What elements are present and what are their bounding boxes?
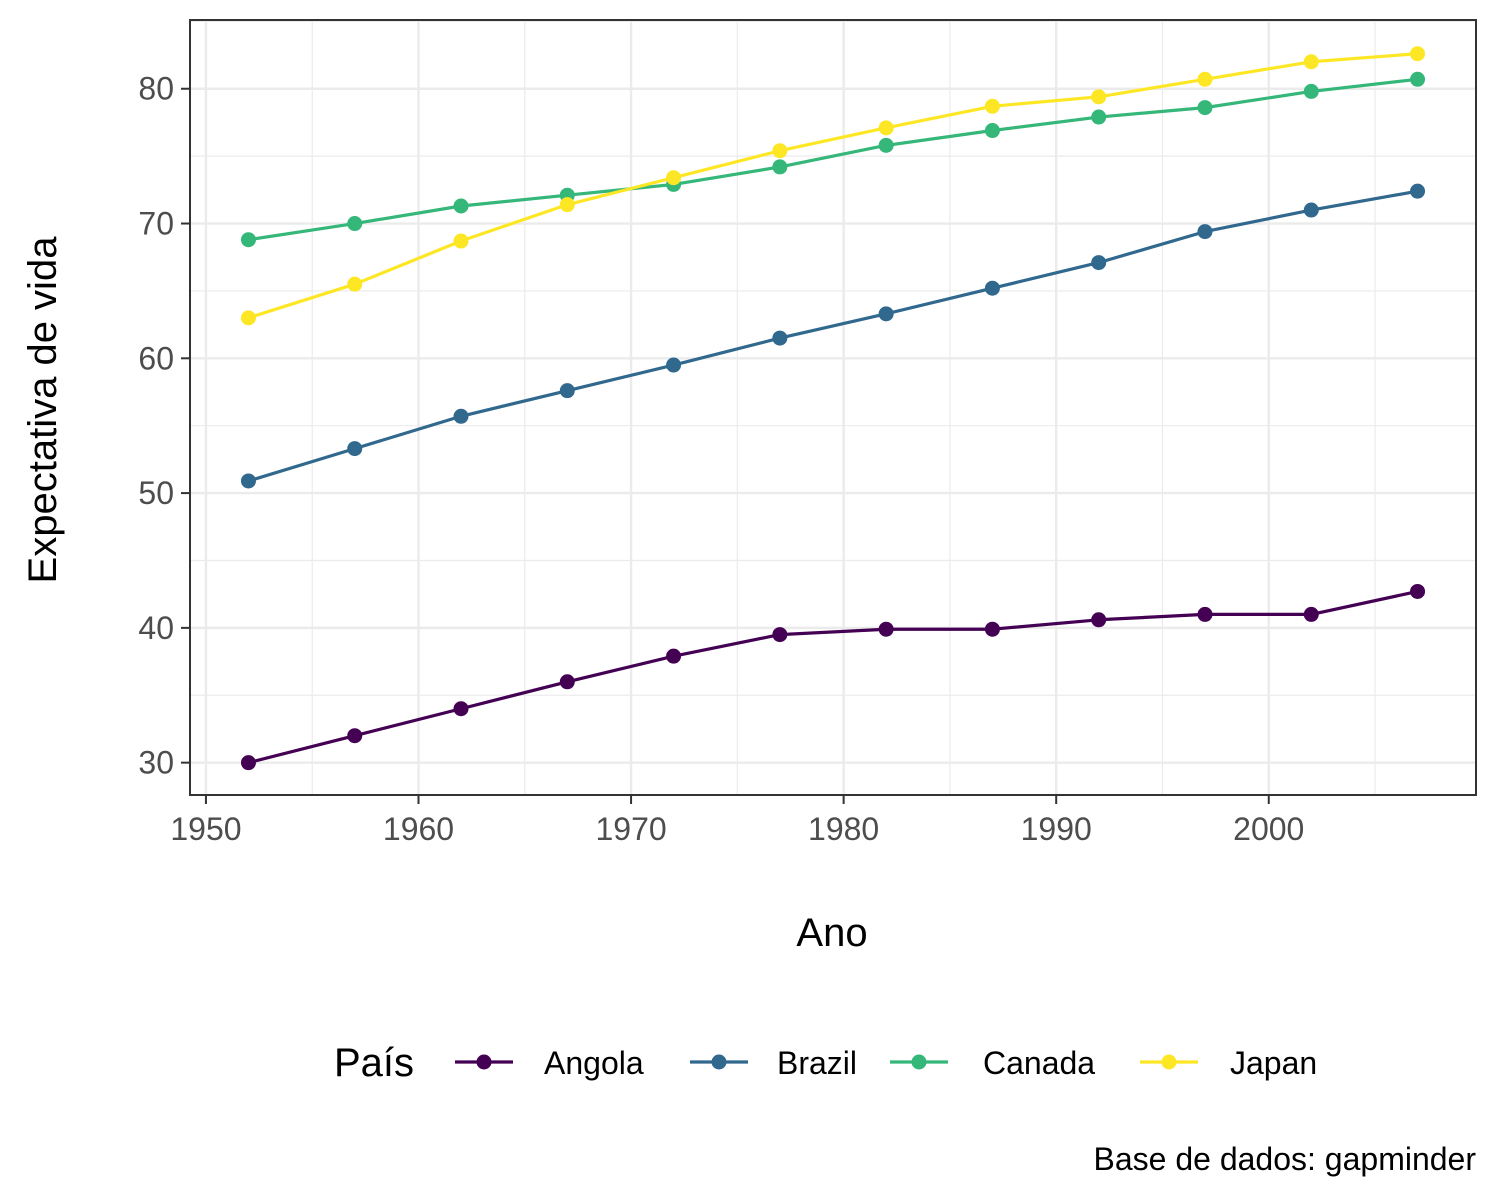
x-axis: 1950 1960 1970 1980 1990 2000 <box>170 795 1304 847</box>
legend-item-brazil: Brazil <box>690 1045 857 1081</box>
data-point-brazil <box>347 441 363 457</box>
legend-key-point <box>476 1054 492 1070</box>
data-point-canada <box>1410 71 1426 87</box>
series-line-angola <box>248 589 1418 765</box>
series-layer <box>240 46 1426 771</box>
data-point-brazil <box>1410 183 1426 199</box>
series-line-japan <box>247 52 1418 320</box>
x-tick-label: 1960 <box>383 811 454 847</box>
data-point-canada <box>453 198 469 214</box>
legend-label-brazil: Brazil <box>777 1045 857 1081</box>
data-point-angola <box>347 728 363 744</box>
y-axis-label: Expectativa de vida <box>21 236 65 584</box>
data-point-japan <box>1197 71 1213 87</box>
data-point-angola <box>453 701 469 717</box>
data-point-brazil <box>1303 202 1319 218</box>
x-tick-label: 1950 <box>170 811 241 847</box>
data-point-japan <box>772 143 788 159</box>
series-angola <box>240 583 1426 771</box>
data-point-brazil <box>878 306 894 322</box>
data-point-canada <box>347 216 363 232</box>
series-japan <box>240 46 1426 326</box>
data-point-brazil <box>453 408 469 424</box>
data-point-canada <box>240 232 256 248</box>
data-point-angola <box>878 621 894 637</box>
data-point-angola <box>559 674 575 690</box>
data-point-angola <box>1091 612 1107 628</box>
legend-label-canada: Canada <box>983 1045 1095 1081</box>
x-tick-label: 1980 <box>808 811 879 847</box>
data-point-canada <box>1091 109 1107 125</box>
legend-label-japan: Japan <box>1230 1045 1317 1081</box>
data-point-japan <box>878 120 894 136</box>
y-axis: 30 40 50 60 70 80 <box>138 71 190 781</box>
legend-title: País <box>334 1041 414 1085</box>
data-point-angola <box>666 648 682 664</box>
data-point-canada <box>984 123 1000 139</box>
data-point-angola <box>240 755 256 771</box>
legend-item-japan: Japan <box>1140 1045 1317 1081</box>
data-point-brazil <box>1091 255 1107 271</box>
legend-label-angola: Angola <box>544 1045 644 1081</box>
data-point-japan <box>453 233 469 249</box>
x-tick-label: 2000 <box>1233 811 1304 847</box>
data-point-japan <box>347 276 363 292</box>
data-point-brazil <box>240 473 256 489</box>
data-point-brazil <box>666 357 682 373</box>
data-point-japan <box>984 98 1000 114</box>
y-tick-label: 30 <box>138 745 174 781</box>
x-axis-label: Ano <box>796 911 867 955</box>
series-brazil <box>240 183 1426 489</box>
data-point-japan <box>1091 89 1107 105</box>
data-point-canada <box>878 137 894 153</box>
data-point-angola <box>984 621 1000 637</box>
data-point-canada <box>1197 100 1213 116</box>
data-point-angola <box>1197 606 1213 622</box>
data-point-brazil <box>984 280 1000 296</box>
y-tick-label: 60 <box>138 340 174 376</box>
y-tick-label: 70 <box>138 206 174 242</box>
legend-item-angola: Angola <box>455 1045 644 1081</box>
y-tick-label: 40 <box>138 610 174 646</box>
caption: Base de dados: gapminder <box>1094 1141 1477 1177</box>
y-tick-label: 50 <box>138 475 174 511</box>
data-point-brazil <box>1197 224 1213 240</box>
data-point-canada <box>772 159 788 175</box>
legend-item-canada: Canada <box>890 1045 1095 1081</box>
series-line-brazil <box>247 189 1418 483</box>
data-point-angola <box>1303 606 1319 622</box>
data-point-angola <box>772 627 788 643</box>
series-line-canada <box>248 77 1418 242</box>
x-tick-label: 1990 <box>1021 811 1092 847</box>
x-tick-label: 1970 <box>595 811 666 847</box>
data-point-japan <box>559 197 575 213</box>
legend-key-point <box>711 1054 727 1070</box>
minor-gridlines <box>190 20 1476 795</box>
data-point-canada <box>1303 83 1319 99</box>
data-point-japan <box>1303 54 1319 70</box>
data-point-brazil <box>559 383 575 399</box>
y-tick-label: 80 <box>138 71 174 107</box>
legend-key-point <box>1161 1054 1177 1070</box>
data-point-japan <box>666 170 682 186</box>
data-point-japan <box>240 310 256 326</box>
major-gridlines <box>190 20 1476 795</box>
data-point-angola <box>1410 583 1426 599</box>
data-point-brazil <box>772 330 788 346</box>
data-point-japan <box>1410 46 1426 62</box>
plot-panel-border <box>189 19 1477 796</box>
legend-key-point <box>911 1054 927 1070</box>
legend: País Angola Brazil Canada Japan <box>334 1041 1317 1085</box>
